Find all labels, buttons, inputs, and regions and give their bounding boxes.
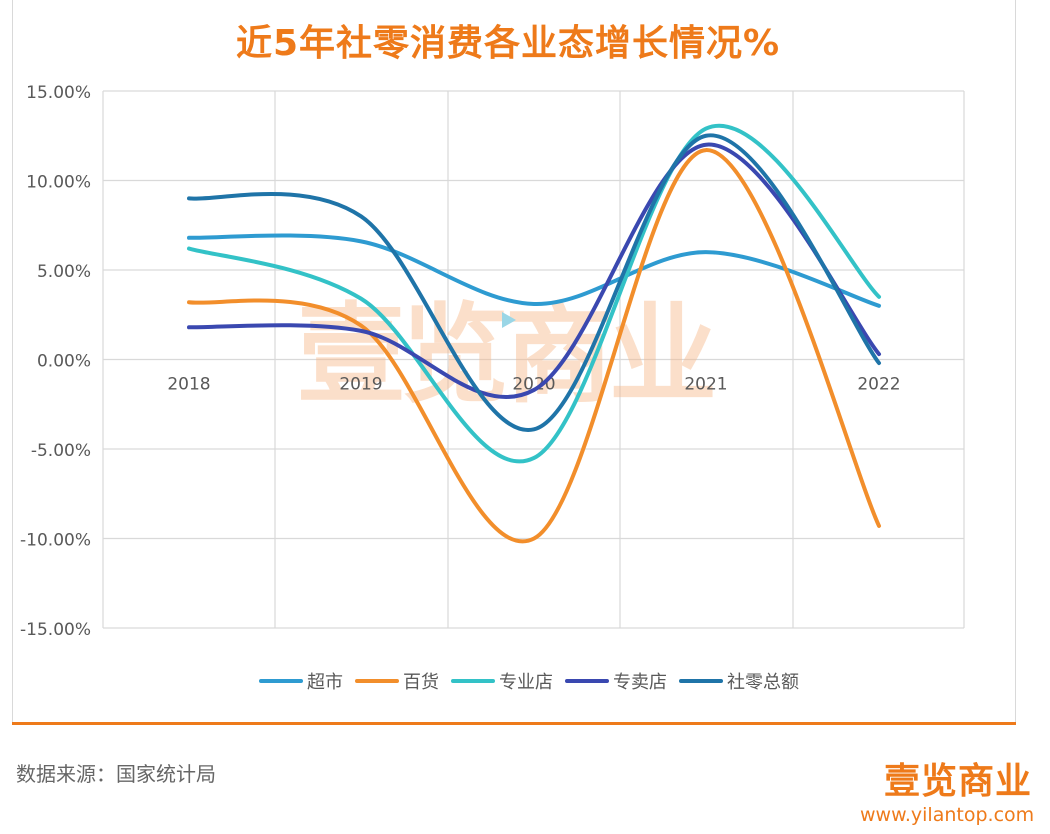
legend: 超市 百货 专业店 专卖店 社零总额 xyxy=(259,672,799,693)
series-layer xyxy=(187,123,881,544)
y-tick-label: 10.00% xyxy=(26,173,91,193)
legend-label: 社零总额 xyxy=(727,672,799,693)
legend-label: 百货 xyxy=(403,672,439,693)
watermark: 壹览商业 xyxy=(297,293,717,418)
legend-label: 专业店 xyxy=(499,672,553,693)
y-tick-label: 0.00% xyxy=(37,352,91,372)
legend-item-5[interactable]: 社零总额 xyxy=(679,672,799,693)
x-tick-label: 2022 xyxy=(857,375,900,395)
grid-layer xyxy=(102,90,965,629)
watermark-text: 壹览商业 xyxy=(297,293,713,418)
x-tick-label: 2021 xyxy=(684,375,727,395)
legend-item-4[interactable]: 专卖店 xyxy=(565,672,667,693)
x-tick-label: 2018 xyxy=(167,375,210,395)
line-chart: 壹览商业 15.00% 10.00% 5.00% 0.00% -5.00% -10.00%… xyxy=(20,83,965,693)
brand-url[interactable]: www.yilantop.com xyxy=(860,804,1035,826)
y-tick-label: 15.00% xyxy=(26,83,91,103)
series-line-2[interactable] xyxy=(187,148,881,544)
y-tick-label: -10.00% xyxy=(20,531,91,551)
y-tick-label: -15.00% xyxy=(20,620,91,640)
chart-card: 近5年社零消费各业态增长情况% xyxy=(12,0,1016,722)
watermark-play-icon xyxy=(502,312,516,328)
series-line-5[interactable] xyxy=(187,133,881,432)
y-tick-label: 5.00% xyxy=(37,262,91,282)
x-tick-label: 2019 xyxy=(339,375,382,395)
y-tick-label: -5.00% xyxy=(31,441,91,461)
series-line-1[interactable] xyxy=(187,233,881,308)
axis-ticks: 15.00% 10.00% 5.00% 0.00% -5.00% -10.00% -15.0… xyxy=(20,83,901,640)
legend-item-1[interactable]: 超市 xyxy=(259,672,343,693)
data-source: 数据来源：国家统计局 xyxy=(16,762,216,786)
footer-divider xyxy=(12,722,1016,725)
legend-label: 专卖店 xyxy=(613,672,667,693)
legend-label: 超市 xyxy=(307,672,343,693)
chart-title: 近5年社零消费各业态增长情况% xyxy=(235,23,781,64)
series-line-3[interactable] xyxy=(187,123,881,464)
legend-item-2[interactable]: 百货 xyxy=(355,672,439,693)
legend-item-3[interactable]: 专业店 xyxy=(451,672,553,693)
series-line-4[interactable] xyxy=(187,142,881,399)
brand-logo: 壹览商业 xyxy=(884,761,1033,802)
